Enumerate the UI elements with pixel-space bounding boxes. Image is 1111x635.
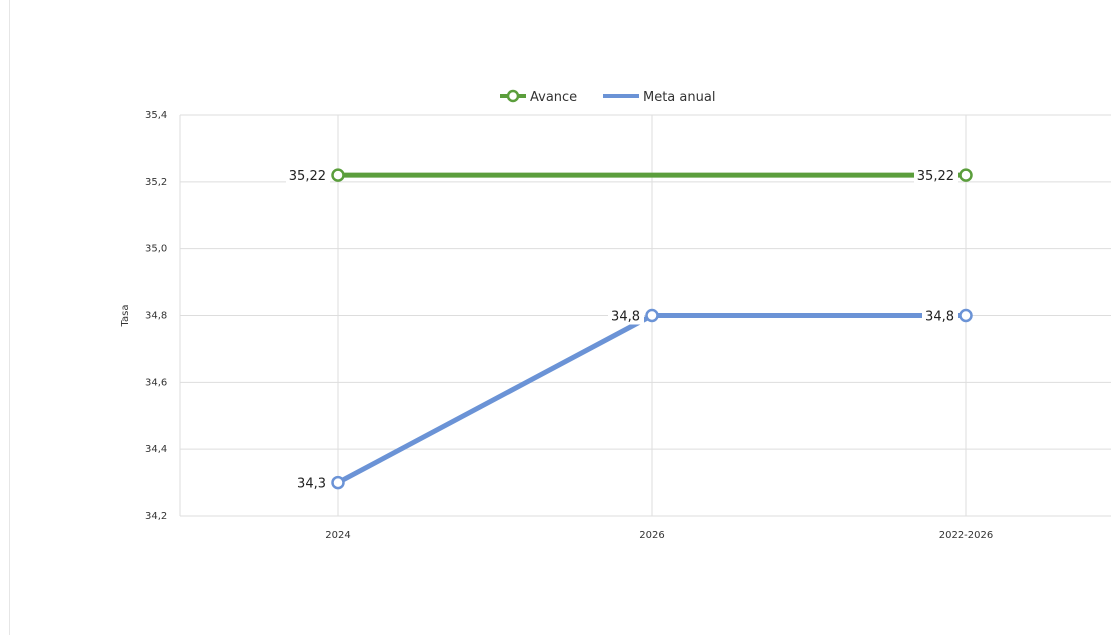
legend-item-meta-anual[interactable]: Meta anual	[603, 90, 715, 105]
y-tick-label: 35,0	[145, 244, 167, 255]
legend-swatch-marker	[506, 89, 520, 103]
y-tick-label: 34,8	[145, 311, 167, 322]
x-tick-label: 2022-2026	[939, 530, 994, 541]
data-labels: 34,3 34,8 34,8 35,22 35,22	[286, 166, 973, 492]
y-tick-label: 35,2	[145, 177, 167, 188]
legend-item-avance[interactable]: Avance	[500, 89, 577, 105]
data-label-background	[294, 473, 330, 492]
data-point-avance[interactable]	[331, 168, 345, 182]
legend-label: Avance	[530, 90, 577, 105]
data-point-meta-anual[interactable]	[959, 308, 973, 323]
x-tick-label: 2024	[325, 530, 350, 541]
data-label-meta-anual: 34,8	[611, 310, 640, 325]
y-tick-label: 35,4	[145, 110, 167, 121]
panel-left-border	[9, 0, 10, 635]
y-axis-title: Tasa	[120, 305, 131, 328]
y-tick-label: 34,2	[145, 511, 167, 522]
data-label-background	[922, 306, 958, 325]
x-tick-label: 2026	[639, 530, 664, 541]
y-tick-label: 34,6	[145, 377, 167, 388]
legend-label: Meta anual	[643, 90, 715, 105]
data-point-avance[interactable]	[959, 168, 973, 182]
axes: 34,2 34,4 34,6 34,8 35,0 35,2 35,4 2024 2026 2022…	[120, 110, 993, 541]
data-label-avance: 35,22	[917, 169, 954, 184]
legend: Avance Meta anual	[500, 89, 715, 105]
data-point-meta-anual[interactable]	[331, 475, 345, 490]
data-label-meta-anual: 34,8	[925, 310, 954, 325]
data-label-avance: 35,22	[289, 169, 326, 184]
data-label-meta-anual: 34,3	[297, 477, 326, 492]
data-label-background	[608, 306, 644, 325]
y-tick-label: 34,4	[145, 444, 167, 455]
data-label-background	[286, 166, 330, 185]
data-label-background	[914, 166, 958, 185]
data-point-meta-anual[interactable]	[645, 308, 659, 323]
